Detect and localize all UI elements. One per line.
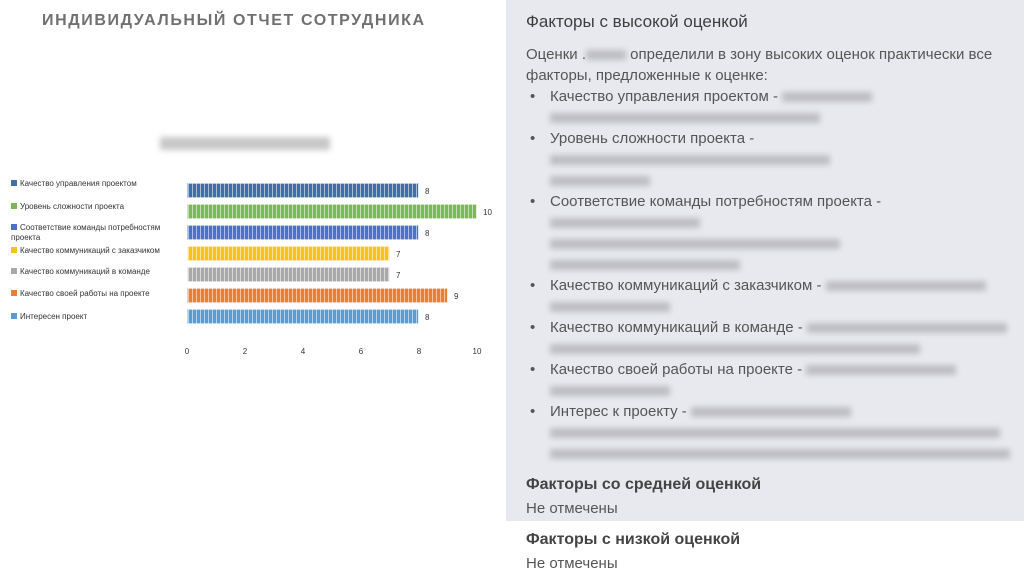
redacted-comment (806, 365, 957, 376)
redacted-comment (550, 176, 650, 187)
intro-start: Оценки . (526, 46, 586, 63)
factor-item: Качество управления проектом - (526, 86, 1008, 128)
low-factors-heading: Факторы с низкой оценкой (526, 531, 741, 548)
bar (187, 288, 448, 303)
factor-label: Интерес к проекту - (550, 403, 691, 420)
legend-item: Качество коммуникаций с заказчиком (11, 246, 176, 256)
redacted-comment (550, 260, 740, 271)
x-tick-label: 8 (416, 347, 422, 356)
mid-factors-heading: Факторы со средней оценкой (526, 476, 762, 493)
legend-item: Качество управления проектом (11, 179, 176, 189)
redacted-comment (825, 281, 986, 292)
x-tick-label: 4 (300, 347, 306, 356)
factor-label: Уровень сложности проекта - (550, 130, 755, 147)
redacted-comment (550, 218, 700, 229)
factor-label: Качество управления проектом - (550, 88, 783, 105)
factors-panel: Факторы с высокой оценкой Оценки . опред… (506, 0, 1024, 572)
legend-label: Качество своей работы на проекте (20, 289, 150, 298)
legend-label: Интересен проект (20, 312, 88, 321)
factor-item: Интерес к проекту - (526, 401, 1010, 464)
bar (187, 309, 419, 324)
legend-swatch (11, 180, 17, 186)
legend-label: Уровень сложности проекта (20, 202, 125, 211)
bar (187, 267, 390, 282)
chart-title-redacted (160, 137, 330, 150)
mid-factors-text: Не отмечены (526, 500, 618, 517)
high-factors-list: Качество управления проектом - Уровень с… (526, 86, 1010, 464)
legend-label: Качество коммуникаций с заказчиком (20, 246, 160, 255)
x-tick-label: 0 (184, 347, 190, 356)
legend-swatch (11, 203, 17, 209)
data-label: 8 (425, 313, 430, 322)
bar (187, 225, 419, 240)
legend-swatch (11, 290, 17, 296)
redacted-comment (806, 323, 1007, 334)
bar (187, 204, 477, 219)
factor-item: Качество коммуникаций с заказчиком - (526, 275, 1008, 317)
legend-label: Качество управления проектом (20, 179, 137, 188)
high-factors-heading: Факторы с высокой оценкой (526, 12, 748, 31)
bar (187, 183, 419, 198)
redacted-comment (550, 113, 820, 124)
data-label: 7 (396, 250, 401, 259)
legend-label: Соответствие команды потребностям проект… (11, 223, 161, 242)
redacted-comment (550, 239, 840, 250)
factor-item: Качество своей работы на проекте - (526, 359, 1008, 401)
low-factors-text: Не отмечены (526, 555, 618, 572)
legend-swatch (11, 313, 17, 319)
redacted-comment (690, 407, 851, 418)
x-tick-label: 10 (472, 347, 482, 356)
data-label: 9 (454, 292, 459, 301)
factor-item: Качество коммуникаций в команде - (526, 317, 1008, 359)
redacted-comment (550, 428, 1000, 439)
legend-item: Соответствие команды потребностям проект… (11, 223, 176, 243)
legend-item: Качество коммуникаций в команде (11, 267, 176, 277)
intro-text: Оценки . определили в зону высоких оцено… (526, 44, 1008, 86)
legend-item: Уровень сложности проекта (11, 202, 176, 212)
redacted-comment (782, 92, 873, 103)
factor-label: Соответствие команды потребностям проект… (550, 193, 882, 210)
data-label: 8 (425, 187, 430, 196)
data-label: 10 (483, 208, 492, 217)
x-tick-label: 2 (242, 347, 248, 356)
factor-label: Качество своей работы на проекте - (550, 361, 807, 378)
chart-panel: ИНДИВИДУАЛЬНЫЙ ОТЧЕТ СОТРУДНИКА Качество… (0, 0, 506, 521)
factor-item: Соответствие команды потребностям проект… (526, 191, 1008, 275)
redacted-name (586, 50, 626, 61)
factor-item: Уровень сложности проекта - (526, 128, 1008, 191)
redacted-comment (550, 386, 670, 397)
data-label: 7 (396, 271, 401, 280)
legend-swatch (11, 268, 17, 274)
redacted-comment (550, 344, 920, 355)
redacted-comment (550, 302, 670, 313)
legend-swatch (11, 224, 17, 230)
redacted-comment (550, 155, 830, 166)
legend-label: Качество коммуникаций в команде (20, 267, 150, 276)
bar (187, 246, 390, 261)
x-tick-label: 6 (358, 347, 364, 356)
report-title: ИНДИВИДУАЛЬНЫЙ ОТЧЕТ СОТРУДНИКА (42, 12, 426, 29)
legend-item: Интересен проект (11, 312, 176, 322)
legend-swatch (11, 247, 17, 253)
data-label: 8 (425, 229, 430, 238)
redacted-comment (550, 449, 1010, 460)
legend-item: Качество своей работы на проекте (11, 289, 176, 299)
factor-label: Качество коммуникаций в команде - (550, 319, 807, 336)
factor-label: Качество коммуникаций с заказчиком - (550, 277, 826, 294)
intro-end: определили в зону высоких оценок практич… (526, 46, 993, 84)
